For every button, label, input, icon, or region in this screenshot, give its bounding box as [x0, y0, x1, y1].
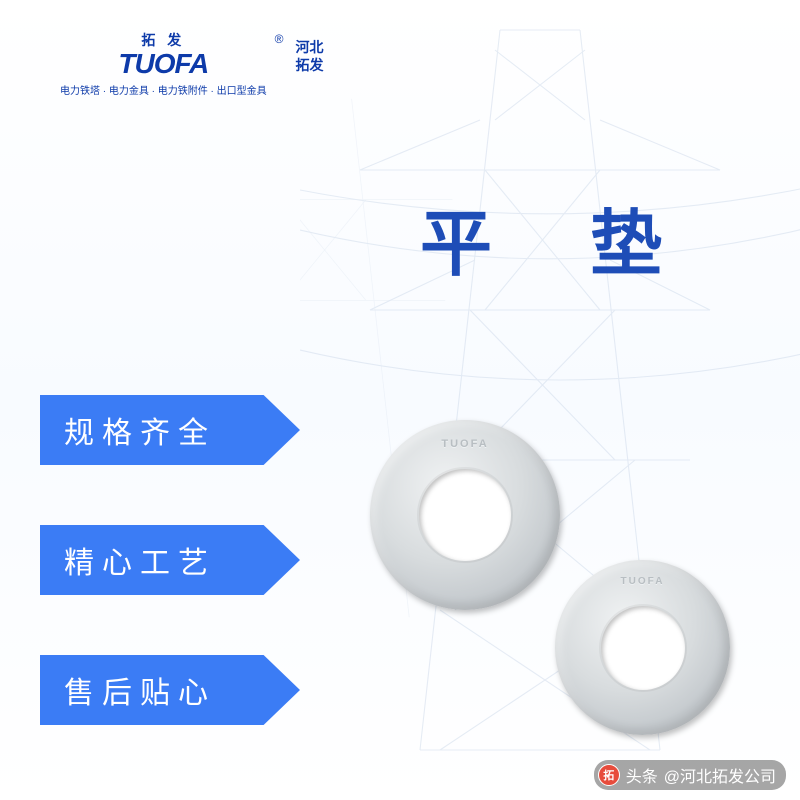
avatar: 拓	[598, 764, 620, 786]
feature-list: 规格齐全 精心工艺 售后贴心	[40, 395, 300, 725]
feature-label: 规格齐全	[64, 408, 216, 452]
feature-item: 精心工艺	[40, 525, 300, 595]
brand-side-2: 拓发	[296, 56, 324, 74]
registered-mark: ®	[275, 32, 284, 46]
attribution-prefix: 头条	[626, 763, 658, 787]
brand-side-1: 河北	[296, 38, 324, 56]
feature-item: 售后贴心	[40, 655, 300, 725]
brand-logo: 拓 发 TUOFA 电力铁塔 · 电力金具 · 电力铁附件 · 出口型金具 ® …	[60, 30, 324, 97]
washer-brand-text: TUOFA	[441, 438, 488, 450]
brand-subline: 电力铁塔 · 电力金具 · 电力铁附件 · 出口型金具	[60, 82, 267, 97]
attribution-handle: @河北拓发公司	[664, 763, 776, 787]
feature-item: 规格齐全	[40, 395, 300, 465]
washer-image-large: TUOFA	[370, 420, 560, 610]
washer-brand-text: TUOFA	[621, 576, 665, 587]
brand-en: TUOFA	[118, 50, 208, 78]
product-title: 平 垫	[420, 185, 702, 290]
feature-label: 精心工艺	[64, 538, 216, 582]
attribution-badge: 拓 头条 @河北拓发公司	[594, 760, 786, 790]
washer-image-small: TUOFA	[555, 560, 730, 735]
brand-cn-small: 拓 发	[141, 30, 185, 50]
feature-label: 售后贴心	[64, 668, 216, 712]
